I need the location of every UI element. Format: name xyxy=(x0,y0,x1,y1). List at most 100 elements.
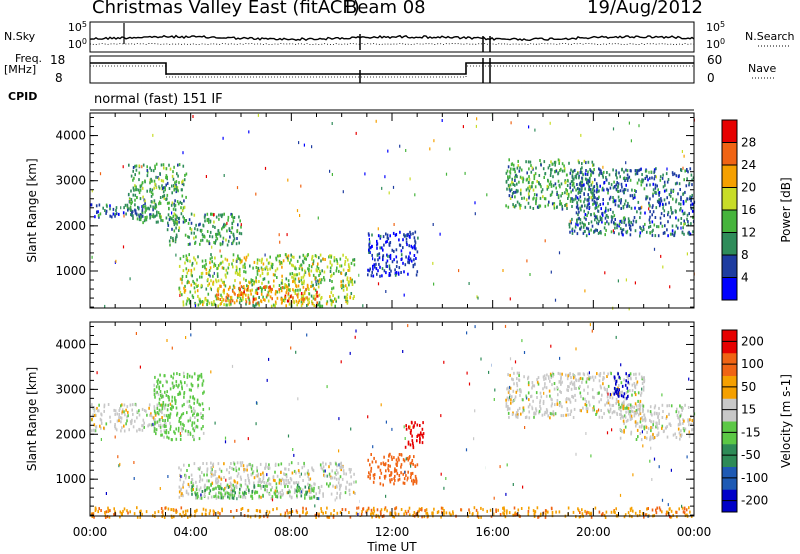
echo-cell xyxy=(551,383,553,387)
echo-cell xyxy=(240,477,242,481)
echo-cell xyxy=(645,183,648,187)
echo-cell xyxy=(632,219,635,223)
echo-cell xyxy=(93,409,96,413)
echo-cell xyxy=(641,512,644,516)
echo-cell xyxy=(229,235,231,239)
echo-cell xyxy=(192,427,194,431)
echo-cell xyxy=(210,212,213,216)
echo-cell xyxy=(283,472,285,476)
echo-cell xyxy=(175,399,177,403)
echo-cell xyxy=(580,225,583,229)
echo-cell xyxy=(584,403,587,406)
echo-cell xyxy=(289,494,291,498)
echo-cell xyxy=(679,188,681,191)
echo-cell xyxy=(138,178,140,182)
echo-cell xyxy=(250,467,253,471)
echo-cell xyxy=(564,191,566,195)
echo-cell xyxy=(402,246,404,250)
echo-cell xyxy=(677,416,679,420)
echo-cell xyxy=(516,166,519,170)
echo-cell xyxy=(161,405,164,409)
noise-cell xyxy=(510,121,512,125)
echo-cell xyxy=(296,303,298,307)
echo-cell xyxy=(559,202,561,206)
echo-cell xyxy=(245,488,248,492)
echo-cell xyxy=(191,294,194,298)
echo-cell xyxy=(340,272,343,275)
echo-cell xyxy=(122,509,124,513)
echo-cell xyxy=(565,203,567,207)
echo-cell xyxy=(587,377,589,381)
echo-cell xyxy=(511,180,513,184)
echo-cell xyxy=(514,513,516,517)
echo-cell xyxy=(167,413,170,417)
echo-cell xyxy=(164,422,167,426)
echo-cell xyxy=(240,299,243,303)
echo-cell xyxy=(269,285,271,289)
echo-cell xyxy=(510,167,512,171)
echo-cell xyxy=(663,214,665,218)
echo-cell xyxy=(528,177,531,181)
echo-cell xyxy=(328,255,330,259)
echo-cell xyxy=(332,515,335,519)
echo-cell xyxy=(158,214,161,218)
echo-cell xyxy=(291,263,293,267)
echo-cell xyxy=(320,259,322,263)
echo-cell xyxy=(232,496,235,500)
echo-cell xyxy=(670,509,673,513)
echo-cell xyxy=(544,382,546,386)
echo-cell xyxy=(413,258,415,262)
echo-cell xyxy=(671,232,674,236)
echo-cell xyxy=(411,434,413,438)
noise-cell xyxy=(211,245,213,249)
echo-cell xyxy=(586,407,589,411)
echo-cell xyxy=(92,413,94,417)
echo-cell xyxy=(408,258,411,262)
noise-cell xyxy=(554,298,557,302)
echo-cell xyxy=(248,481,251,485)
echo-cell xyxy=(167,213,170,217)
echo-cell xyxy=(540,395,543,399)
echo-cell xyxy=(690,203,692,207)
echo-cell xyxy=(164,390,166,394)
echo-cell xyxy=(379,476,381,480)
noise-cell xyxy=(509,297,511,301)
echo-cell xyxy=(536,205,539,209)
echo-cell xyxy=(639,216,641,220)
echo-cell xyxy=(321,467,324,471)
echo-cell xyxy=(172,218,175,222)
echo-cell xyxy=(195,424,198,428)
echo-cell xyxy=(191,384,193,388)
noise-cell xyxy=(369,240,371,244)
echo-cell xyxy=(596,187,598,191)
echo-cell xyxy=(132,186,135,190)
echo-cell xyxy=(175,226,177,230)
echo-cell xyxy=(295,489,298,493)
echo-cell xyxy=(263,286,265,289)
echo-cell xyxy=(534,412,537,416)
echo-cell xyxy=(255,288,257,292)
echo-cell xyxy=(186,411,188,415)
echo-cell xyxy=(191,489,193,493)
echo-cell xyxy=(636,169,639,173)
echo-cell xyxy=(161,433,163,437)
echo-cell xyxy=(330,291,333,295)
echo-cell xyxy=(629,372,632,376)
echo-cell xyxy=(159,380,161,384)
echo-cell xyxy=(663,180,666,184)
echo-cell xyxy=(153,179,156,183)
echo-cell xyxy=(571,217,573,221)
echo-cell xyxy=(599,203,602,206)
echo-cell xyxy=(630,417,632,421)
echo-cell xyxy=(634,229,637,233)
echo-cell xyxy=(162,401,165,404)
noise-cell xyxy=(493,496,495,500)
echo-cell xyxy=(547,414,549,418)
echo-cell xyxy=(533,174,536,178)
echo-cell xyxy=(271,288,273,291)
echo-cell xyxy=(683,429,686,433)
echo-cell xyxy=(251,464,254,468)
echo-cell xyxy=(93,423,96,427)
echo-cell xyxy=(618,388,620,392)
echo-cell xyxy=(386,233,389,237)
